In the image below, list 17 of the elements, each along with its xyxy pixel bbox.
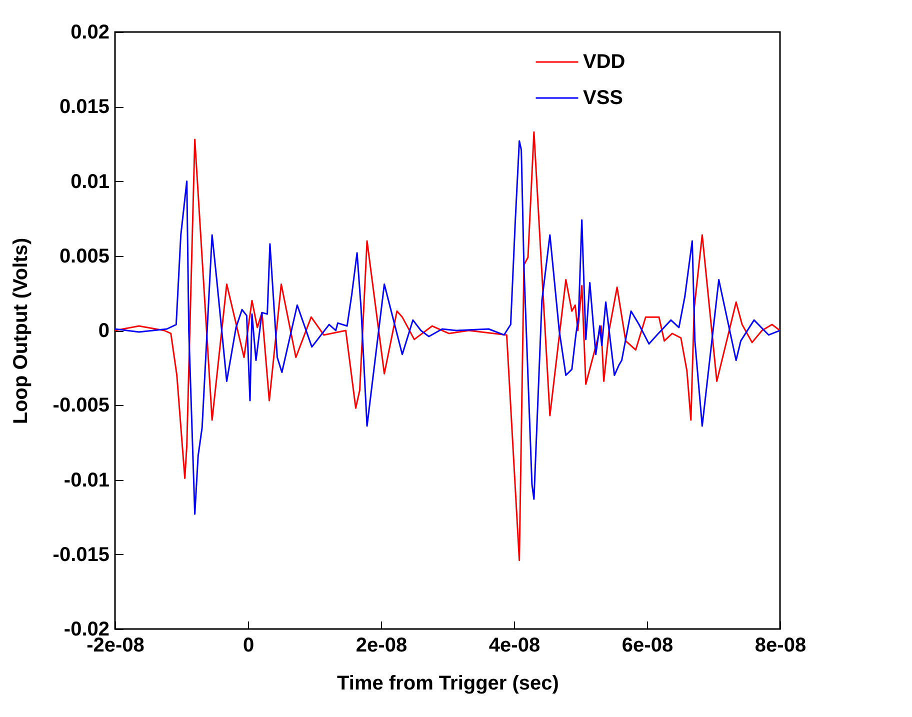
legend-label: VDD: [583, 51, 626, 73]
y-tick-label: 0.005: [59, 245, 110, 268]
y-tick-label: -0.01: [64, 469, 110, 492]
y-tick-label: 0.01: [70, 170, 110, 193]
legend-label: VSS: [583, 87, 624, 109]
y-tick-label: -0.005: [52, 394, 110, 417]
x-tick-label: 8e-08: [754, 634, 806, 656]
y-tick-label: 0: [98, 320, 110, 342]
x-tick-label: 0: [242, 634, 254, 656]
y-tick-label: -0.015: [52, 544, 110, 566]
y-tick-label: 0.015: [59, 96, 110, 118]
x-axis-title: Time from Trigger (sec): [337, 672, 559, 694]
x-tick-label: 2e-08: [356, 634, 408, 656]
x-tick-label: 4e-08: [488, 634, 540, 656]
x-tick-label: 6e-08: [622, 634, 674, 656]
y-tick-label: 0.02: [70, 22, 110, 44]
y-axis-title: Loop Output (Volts): [10, 238, 32, 424]
